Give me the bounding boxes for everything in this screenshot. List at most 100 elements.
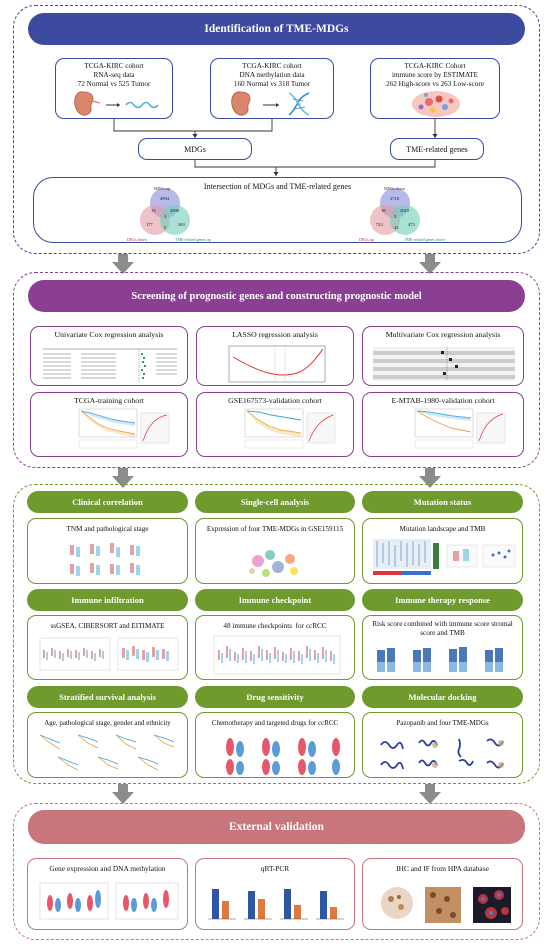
tme-genes-box: TME-related genes — [390, 138, 484, 160]
down-arrow-icon — [419, 784, 441, 804]
forest-table-thumbnail — [43, 348, 177, 382]
immune-score-box: TCGA-KIRC Cohort immune score by ESTIMAT… — [370, 58, 500, 119]
qpcr-bar-thumbnail — [208, 889, 344, 920]
ihc-if-label: IHC and IF from HPA database — [396, 864, 489, 873]
tnm-label: TNM and pathological stage — [66, 525, 149, 533]
clinical-correlation-pill: Clinical correlation — [27, 491, 188, 513]
venn2-n-tr: 2010 — [400, 208, 409, 213]
identification-banner: Identification of TME-MDGs — [28, 13, 525, 45]
km-curve-thumbnail-2 — [244, 408, 336, 449]
venn2-right-label: TME-related genes down — [404, 237, 445, 242]
venn2-n-l: 723 — [376, 222, 383, 227]
stratified-box: Age, pathological stage, gender and ethn… — [27, 712, 188, 778]
immune-line3: 262 High-score vs 263 Low-score — [386, 80, 484, 88]
univariate-cox-box: Univariate Cox regression analysis — [30, 326, 188, 386]
venn1-n-tl: 13 — [151, 208, 156, 213]
venn1-top-label: MDGs up — [154, 186, 170, 191]
methylation-box: TCGA-KIRC cohort DNA methylation data 16… — [210, 58, 334, 119]
venn2-n-top: 2716 — [390, 196, 399, 201]
lasso-label: LASSO regression analysis — [232, 330, 318, 339]
oncoplot-thumbnail — [373, 539, 516, 575]
down-arrow-icon — [419, 254, 441, 274]
risk-score-line1: Risk score combined with immune score st… — [372, 620, 513, 628]
stratified-label: Age, pathological stage, gender and ethn… — [44, 719, 171, 727]
venn2-n-r: 473 — [408, 222, 415, 227]
stacked-bar-thumbnail — [377, 647, 503, 672]
down-arrow-icon — [112, 468, 134, 488]
gse167573-label: GSE167573-validation cohort — [228, 396, 322, 405]
single-cell-pill: Single-cell analysis — [195, 491, 355, 513]
drug-sensitivity-pill: Drug sensitivity — [195, 686, 355, 708]
venn1-n-top: 4994 — [160, 196, 169, 201]
venn1-right-label: TME-related genes up — [175, 237, 211, 242]
rna-seq-box: TCGA-KIRC cohort RNA-seq data 72 Normal … — [55, 58, 173, 119]
single-cell-label: Expression of four TME-MDGs in GSE159115 — [206, 525, 344, 533]
down-arrow-icon — [112, 784, 134, 804]
expression-violin-thumbnail — [39, 882, 179, 920]
molecular-docking-pill: Molecular docking — [362, 686, 523, 708]
ssgsea-box: ssGSEA, CIBERSORT and EITIMATE — [27, 615, 188, 680]
docking-label: Pazopanib and four TME-MDGs — [396, 719, 489, 727]
venn1-n-r: 263 — [178, 222, 185, 227]
docking-box: Pazopanib and four TME-MDGs — [362, 712, 523, 778]
screening-banner: Screening of prognostic genes and constr… — [28, 280, 525, 312]
venn1-left-label: DEGs down — [127, 237, 147, 242]
venn1-n-c: 1 — [164, 214, 167, 219]
rna-seq-line1: TCGA-KIRC cohort — [84, 62, 144, 70]
gray-arrows-1 — [112, 254, 441, 274]
immune-therapy-pill: Immune therapy response — [362, 589, 523, 611]
qrt-pcr-box: qRT-PCR — [195, 858, 355, 930]
tcga-training-label: TCGA-training cohort — [74, 396, 144, 405]
single-cell-box: Expression of four TME-MDGs in GSE159115 — [195, 518, 355, 584]
venn2-n-lr: 42 — [394, 225, 399, 230]
boxplot-thumbnail — [70, 543, 140, 576]
ssgsea-label: ssGSEA, CIBERSORT and EITIMATE — [50, 622, 165, 630]
mutation-label: Mutation landscape and TMB — [399, 525, 486, 533]
immune-infiltration-pill: Immune infiltration — [27, 589, 188, 611]
tcga-training-box: TCGA-training cohort — [30, 392, 188, 457]
multivariate-forest-thumbnail — [373, 347, 515, 381]
venn2-top-label: MDGs down — [384, 186, 405, 191]
methylation-line2: DNA methylation data — [239, 71, 305, 79]
immune-line2: immune score by ESTIMATE — [391, 71, 479, 79]
venn-diagram-up — [140, 188, 190, 235]
mdgs-label: MDGs — [184, 145, 206, 154]
rna-strand-icon — [125, 101, 159, 109]
multivariate-cox-box: Multivariate Cox regression analysis — [362, 326, 524, 386]
kidney-dna-icon — [231, 91, 310, 116]
section-screening — [13, 272, 540, 468]
gray-arrows-2 — [112, 468, 441, 488]
risk-score-line2: score and TMB — [420, 629, 465, 637]
emtab-1980-label: E-MTAB-1980-validation cohort — [391, 396, 495, 405]
rna-seq-line2: RNA-seq data — [93, 71, 135, 79]
venn-diagram-down — [370, 188, 420, 235]
lasso-box: LASSO regression analysis — [196, 326, 354, 386]
venn1-n-lr: 5 — [164, 225, 167, 230]
kidney-icon — [74, 91, 159, 116]
down-arrow-icon — [419, 468, 441, 488]
immune-checkpoint-pill: Immune checkpoint — [195, 589, 355, 611]
ihc-if-box: IHC and IF from HPA database — [362, 858, 523, 930]
section-identification — [13, 5, 540, 254]
mutation-box: Mutation landscape and TMB — [362, 518, 523, 584]
univariate-cox-label: Univariate Cox regression analysis — [54, 330, 164, 339]
external-validation-banner: External validation — [28, 810, 525, 844]
mutation-status-pill: Mutation status — [362, 491, 523, 513]
drug-label: Chemotherapy and targeted drugs for ccRC… — [211, 719, 339, 727]
intersection-label: Intersection of MDGs and TME-related gen… — [203, 182, 352, 191]
mdgs-box: MDGs — [138, 138, 252, 160]
multivariate-cox-label: Multivariate Cox regression analysis — [385, 330, 501, 339]
gene-expression-label: Gene expression and DNA methylation — [49, 864, 166, 873]
infiltration-boxplot-thumbnail — [39, 637, 179, 671]
risk-score-box: Risk score combined with immune score st… — [362, 615, 523, 680]
umap-thumbnail — [249, 550, 298, 577]
immune-line1: TCGA-KIRC Cohort — [404, 62, 466, 70]
intersection-box: Intersection of MDGs and TME-related gen… — [33, 177, 522, 243]
tme-genes-label: TME-related genes — [406, 145, 468, 154]
stratified-survival-pill: Stratified survival analysis — [27, 686, 188, 708]
gse167573-box: GSE167573-validation cohort — [196, 392, 354, 457]
stratified-km-thumbnail — [39, 734, 175, 771]
checkpoints-box: 48 immune checkpoints for ccRCC — [195, 615, 355, 680]
venn1-n-tr: 2090 — [170, 208, 179, 213]
methylation-line3: 160 Normal vs 318 Tumor — [233, 80, 311, 88]
